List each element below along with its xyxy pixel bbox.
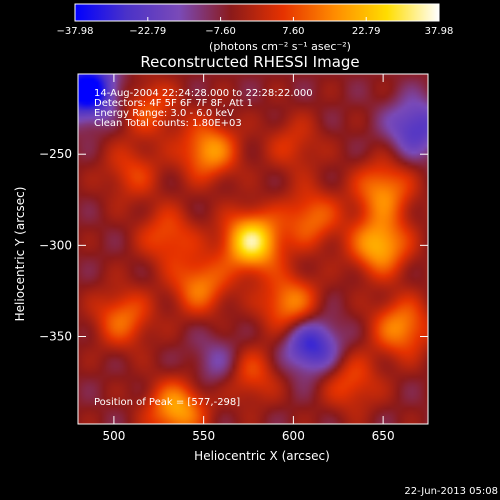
colorbar-tick-label: −37.98 <box>56 26 93 37</box>
heatmap-image <box>78 74 428 424</box>
x-tick-label: 500 <box>102 429 125 443</box>
annotation-line: Clean Total counts: 1.80E+03 <box>94 118 242 129</box>
y-tick-label: −350 <box>39 330 72 344</box>
plot-frame <box>77 73 429 425</box>
y-axis-label: Heliocentric Y (arcsec) <box>13 187 27 322</box>
colorbar: −37.98 −22.79 −7.60 7.60 22.79 37.98 <box>56 3 454 37</box>
colorbar-tick-label: −22.79 <box>129 26 166 37</box>
plot-area: 500 550 600 650 −250 −300 −350 14-Aug-2004 22:2… <box>39 73 429 443</box>
x-tick-label: 650 <box>372 429 395 443</box>
peak-position-label: Position of Peak = [577,-298] <box>94 397 240 408</box>
y-tick-label: −300 <box>39 238 72 252</box>
annotation-line: 14-Aug-2004 22:24:28.000 to 22:28:22.000 <box>94 88 313 99</box>
y-tick-label: −250 <box>39 147 72 161</box>
annotation-line: Energy Range: 3.0 - 6.0 keV <box>94 108 234 119</box>
colorbar-bar <box>74 3 440 22</box>
colorbar-tick-label: 7.60 <box>282 26 304 37</box>
annotation-line: Detectors: 4F 5F 6F 7F 8F, Att 1 <box>94 98 253 109</box>
x-tick-label: 600 <box>282 429 305 443</box>
colorbar-tick-label: 37.98 <box>425 26 454 37</box>
x-tick-label: 550 <box>192 429 215 443</box>
colorbar-units-label: (photons cm⁻² s⁻¹ asec⁻²) <box>209 40 351 53</box>
colorbar-tick-label: −7.60 <box>205 26 236 37</box>
generation-timestamp: 22-Jun-2013 05:08 <box>404 486 498 497</box>
chart-title: Reconstructed RHESSI Image <box>140 53 359 71</box>
colorbar-tick-label: 22.79 <box>352 26 381 37</box>
x-axis-label: Heliocentric X (arcsec) <box>194 449 330 463</box>
